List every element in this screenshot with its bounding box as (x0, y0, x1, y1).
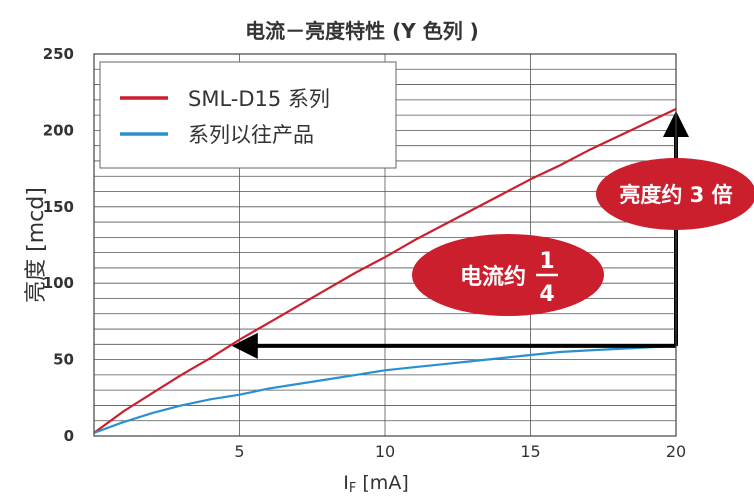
x-axis-label-main: I (343, 472, 349, 494)
x-axis-label-unit: [mA] (356, 472, 408, 494)
current-fraction-denominator: 4 (539, 282, 554, 307)
y-tick-label: 0 (64, 427, 74, 445)
x-tick-label: 10 (375, 442, 395, 461)
y-axis-label: 亮度 [mcd] (24, 187, 49, 303)
y-tick-label: 50 (53, 351, 74, 369)
y-tick-label: 200 (43, 121, 74, 139)
arrow-left-head (231, 332, 258, 359)
series-line-1 (93, 344, 677, 434)
curves (93, 108, 677, 434)
brightness-label: 亮度约 3 倍 (619, 183, 732, 207)
current-label: 电流约 (460, 264, 526, 290)
brightness-ellipse (596, 158, 754, 230)
y-tick-label: 100 (43, 274, 74, 292)
x-tick-label: 15 (520, 442, 540, 461)
x-tick-label: 5 (234, 442, 244, 461)
annotation-brightness: 亮度约 3 倍 (596, 158, 754, 230)
x-axis-label: IF [mA] (343, 472, 408, 496)
axis-ticks: 0 50 100 150 200 250 5 10 15 20 (43, 45, 686, 461)
legend-label-sml: SML-D15 系列 (188, 87, 330, 111)
y-tick-label: 250 (43, 45, 74, 63)
legend: SML-D15 系列 系列以往产品 (99, 61, 397, 169)
legend-box (99, 61, 397, 169)
current-fraction-numerator: 1 (539, 249, 554, 274)
plot-border (93, 53, 677, 437)
series-line-0 (93, 108, 677, 434)
legend-label-old: 系列以往产品 (188, 123, 314, 147)
x-tick-label: 20 (666, 442, 686, 461)
annotation-current: 电流约 1 4 (412, 234, 604, 316)
y-tick-label: 150 (43, 198, 74, 216)
chart-title: 电流－亮度特性 (Y 色列 ) (245, 19, 479, 43)
current-ellipse (412, 234, 604, 316)
x-axis-label-sub: F (349, 481, 356, 496)
